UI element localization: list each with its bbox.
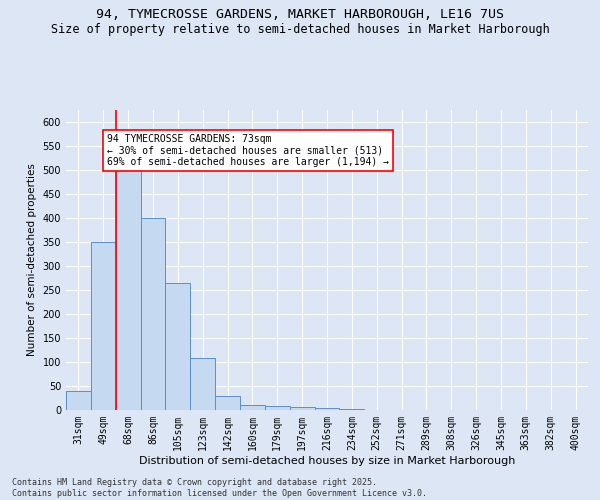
Bar — [314, 408, 340, 410]
Bar — [265, 406, 290, 410]
Bar — [116, 141, 140, 410]
Bar — [140, 218, 166, 410]
Bar — [166, 283, 190, 410]
Bar — [290, 407, 314, 410]
Text: Size of property relative to semi-detached houses in Market Harborough: Size of property relative to semi-detach… — [50, 22, 550, 36]
X-axis label: Distribution of semi-detached houses by size in Market Harborough: Distribution of semi-detached houses by … — [139, 456, 515, 466]
Text: 94 TYMECROSSE GARDENS: 73sqm
← 30% of semi-detached houses are smaller (513)
69%: 94 TYMECROSSE GARDENS: 73sqm ← 30% of se… — [107, 134, 389, 167]
Bar — [340, 409, 364, 410]
Text: 94, TYMECROSSE GARDENS, MARKET HARBOROUGH, LE16 7US: 94, TYMECROSSE GARDENS, MARKET HARBOROUG… — [96, 8, 504, 20]
Text: Contains HM Land Registry data © Crown copyright and database right 2025.
Contai: Contains HM Land Registry data © Crown c… — [12, 478, 427, 498]
Bar — [240, 405, 265, 410]
Bar — [91, 242, 116, 410]
Bar — [190, 358, 215, 410]
Bar — [66, 391, 91, 410]
Bar — [215, 396, 240, 410]
Y-axis label: Number of semi-detached properties: Number of semi-detached properties — [27, 164, 37, 356]
